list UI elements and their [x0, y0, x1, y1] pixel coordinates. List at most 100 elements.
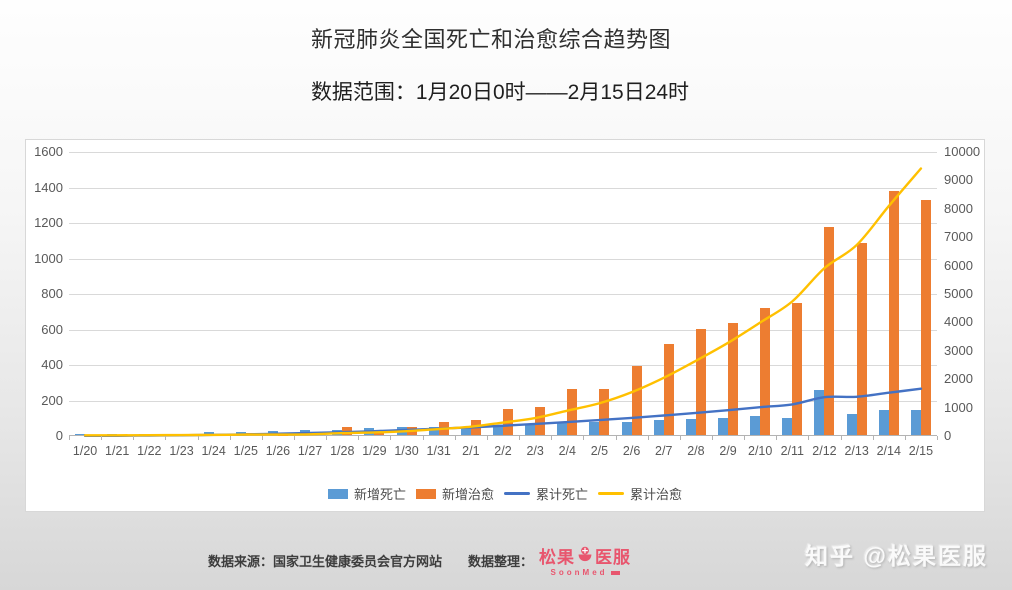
- page-title: 新冠肺炎全国死亡和治愈综合趋势图: [310, 27, 671, 52]
- x-axis-label: 1/25: [233, 444, 258, 458]
- legend-item-cum-deaths: 累计死亡: [504, 484, 588, 503]
- bar-group: [841, 243, 873, 435]
- x-axis-label: 2/7: [655, 444, 673, 458]
- line-series-layer: [83, 167, 923, 438]
- y-axis-right-label: 9000: [944, 172, 973, 188]
- x-axis-label: 1/22: [137, 444, 162, 458]
- y-axis-right-label: 7000: [944, 229, 973, 245]
- legend-swatch-cum-cured: [598, 492, 625, 495]
- x-axis-label: 2/3: [526, 444, 544, 458]
- x-axis-tick: [422, 436, 424, 440]
- x-axis-tick: [679, 436, 681, 440]
- bar-group: [744, 307, 776, 435]
- bar-new-cured: [792, 302, 803, 435]
- x-axis-label: 1/24: [201, 444, 226, 458]
- chart-legend: 新增死亡 新增治愈 累计死亡 累计治愈: [26, 484, 984, 503]
- x-axis-tick: [904, 436, 906, 440]
- x-axis-label: 2/1: [462, 444, 480, 458]
- y-axis-right-label: 8000: [944, 200, 973, 216]
- brand-en-text: SoonMed: [550, 568, 608, 577]
- bar-group: [712, 322, 744, 435]
- legend-item-cum-cured: 累计治愈: [598, 484, 682, 503]
- watermark: 知乎 @松果医服: [805, 543, 988, 569]
- legend-swatch-new-cured: [415, 488, 436, 499]
- x-axis-label: 2/8: [687, 444, 705, 458]
- bar-new-deaths: [653, 419, 664, 435]
- x-axis-label: 2/14: [876, 444, 901, 458]
- bar-group: [69, 434, 101, 435]
- y-axis-right-label: 5000: [944, 286, 973, 301]
- bar-new-deaths: [589, 422, 600, 435]
- bar-group: [776, 302, 808, 435]
- bar-new-deaths: [782, 417, 793, 435]
- legend-swatch-new-deaths: [327, 488, 348, 499]
- x-axis-label: 1/27: [297, 444, 323, 458]
- x-axis-label: 1/21: [105, 444, 130, 458]
- y-axis-left-label: 1000: [34, 250, 63, 266]
- y-axis-left-label: 0: [55, 428, 63, 443]
- plot-area: [69, 152, 937, 438]
- bar-new-deaths: [428, 426, 439, 435]
- bar-group: [519, 407, 551, 435]
- x-axis-label: 1/26: [265, 444, 291, 458]
- bar-group: [648, 344, 680, 435]
- x-axis-tick: [647, 436, 649, 440]
- brand-logo: 松果 医服 SoonMed: [539, 543, 631, 577]
- y-axis-left-label: 800: [41, 286, 63, 301]
- y-axis-left-label: 400: [41, 357, 63, 372]
- y-axis-left-label: 1400: [34, 179, 63, 195]
- x-axis-tick: [358, 436, 360, 440]
- bar-new-cured: [695, 328, 706, 435]
- legend-item-new-deaths: 新增死亡: [327, 484, 406, 503]
- bar-new-deaths: [718, 417, 729, 435]
- x-axis-label: 1/31: [426, 444, 451, 458]
- bar-new-deaths: [492, 424, 503, 435]
- bar-new-deaths: [878, 409, 889, 435]
- y-axis-left-label: 1600: [34, 144, 63, 159]
- x-axis-tick: [294, 436, 296, 440]
- bar-new-deaths: [750, 415, 761, 435]
- bar-new-cured: [663, 344, 674, 435]
- x-axis-tick: [872, 436, 874, 440]
- x-axis-label: 2/4: [558, 444, 576, 458]
- grid-line: [69, 329, 937, 331]
- data-curation-text: 数据整理：: [468, 553, 534, 569]
- x-axis-label: 2/5: [590, 444, 609, 458]
- grid-line: [69, 400, 937, 402]
- brand-logo-main: 松果 医服: [539, 543, 631, 568]
- page-subtitle: 数据范围：1月20日0时——2月15日24时: [310, 81, 690, 104]
- grid-line: [69, 223, 937, 224]
- brand-logo-sub: SoonMed: [551, 568, 620, 577]
- bar-new-deaths: [203, 432, 214, 435]
- legend-item-new-cured: 新增治愈: [415, 484, 494, 503]
- x-axis-label: 1/20: [72, 444, 98, 458]
- x-axis-label: 2/9: [719, 444, 737, 458]
- y-axis-left-label: 200: [41, 392, 63, 408]
- x-axis-label: 2/2: [494, 444, 512, 458]
- x-axis-tick: [583, 436, 585, 440]
- x-axis-label: 2/6: [622, 444, 641, 458]
- bar-new-deaths: [557, 423, 568, 435]
- x-axis-tick: [133, 436, 135, 440]
- y-axis-left-label: 600: [41, 321, 63, 337]
- brand-cn-right: 医服: [595, 548, 632, 567]
- bar-new-cured: [760, 307, 771, 435]
- grid-line: [69, 187, 937, 189]
- bar-new-cured: [856, 243, 867, 435]
- y-axis-right-label: 1000: [944, 399, 973, 415]
- bar-new-cured: [920, 200, 931, 435]
- x-axis-label: 1/23: [169, 444, 194, 458]
- footer: 数据来源：国家卫生健康委员会官方网站 数据整理： 松果 医服 SoonMed: [208, 543, 631, 577]
- bar-new-cured: [728, 322, 739, 435]
- x-axis-tick: [519, 436, 521, 440]
- x-axis-tick: [165, 436, 167, 440]
- brand-cn-left: 松果: [539, 548, 576, 567]
- bar-new-deaths: [621, 422, 632, 435]
- x-axis-tick: [744, 436, 746, 440]
- x-axis-label: 2/13: [844, 444, 869, 458]
- line-cum-cured: [83, 167, 923, 437]
- bar-group: [680, 328, 712, 435]
- bar-group: [905, 200, 937, 435]
- x-axis-tick: [840, 436, 842, 440]
- x-axis-tick: [101, 436, 103, 440]
